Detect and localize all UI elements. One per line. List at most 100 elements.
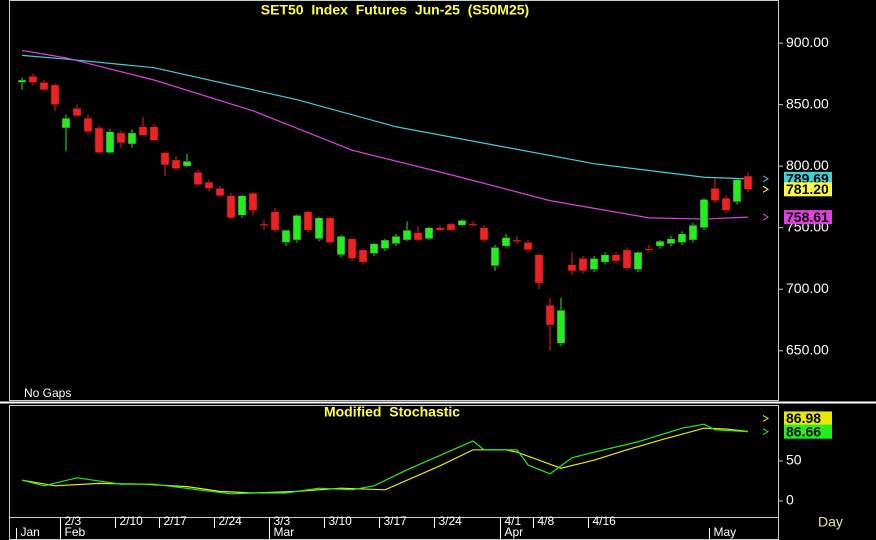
candle-body [204,181,214,189]
candle-body [380,239,390,249]
candle-body [435,227,445,231]
close-value-label: 781.20 [786,181,829,197]
candle-body [402,229,412,241]
candle-body [127,132,137,145]
stochastic-value-label-box [784,424,832,439]
chart-title: SET50 Index Futures Jun-25 (S50M25) [261,2,529,18]
candle-body [28,76,38,83]
y-tick-label: 50 [786,452,802,468]
candle-body [534,254,544,284]
candle-body [105,131,115,153]
candle-body [600,254,610,263]
candle-body [743,175,753,190]
candle-body [94,127,104,153]
candle-body [556,309,566,344]
candle-body [589,258,599,270]
arrow [762,428,769,436]
candle-body [259,223,269,226]
candle-body [468,223,478,226]
arrow [762,213,769,221]
candle-body [413,232,423,241]
candle-body [17,79,27,83]
candle-body [644,248,654,251]
candle-body [611,254,621,262]
y-tick-label: 0 [786,492,794,508]
month-label: Apr [505,525,524,539]
candle-body [292,215,302,241]
candle-body [567,264,577,272]
average-value-label-box [784,210,832,225]
candle-body [523,242,533,251]
y-tick-label: 800.00 [786,157,829,173]
moving-average [21,54,749,180]
candle-body [721,197,731,211]
candle-body [490,247,500,267]
stochastic-line [21,423,749,495]
candle-body [358,249,368,263]
candle-body [710,188,720,201]
candle-body [336,236,346,256]
month-label: Jan [21,525,40,539]
x-tick-label: 2/24 [219,514,243,528]
close-value-label-box [784,182,832,197]
candle-body [424,227,434,240]
candle-body [512,239,522,242]
candle-body [369,243,379,254]
candle-body [578,258,588,272]
candle-body [83,117,93,132]
candle-body [446,223,456,231]
candle-body [479,227,489,241]
candle-body [677,233,687,243]
candle-body [193,172,203,185]
month-label: May [714,525,737,539]
candle-body [116,132,126,144]
candle-body [545,304,555,326]
x-tick-label: 4/8 [538,514,555,528]
arrow [762,185,769,193]
average-value-label: 758.61 [786,209,829,225]
y-tick-label: 850.00 [786,95,829,111]
stochastic-value-label: 86.66 [786,423,821,439]
x-tick-label: 2/10 [120,514,144,528]
stochastic-value-label: 86.98 [786,410,821,426]
candle-body [226,195,236,219]
y-tick-label: 900.00 [786,34,829,50]
candle-body [215,188,225,196]
x-tick-label: 4/1 [505,514,522,528]
candle-body [237,195,247,216]
candle-body [303,211,313,231]
y-tick-label: 700.00 [786,280,829,296]
arrow [762,175,769,183]
candle-body [314,217,324,240]
candle-body [391,236,401,244]
candle-body [281,229,291,243]
x-tick-label: 3/24 [439,514,463,528]
candle-body [149,126,159,141]
candle-body [138,126,148,136]
period-label: Day [818,514,843,530]
arrow [762,414,769,422]
indicator-title: Modified Stochastic [324,404,460,420]
x-tick-label: 3/17 [384,514,408,528]
candle-body [655,240,665,247]
x-tick-label: 2/3 [65,514,82,528]
candle-body [248,192,258,211]
candle-body [61,117,71,129]
candle-body [699,199,709,228]
note: No Gaps [24,386,71,400]
candle-body [666,238,676,244]
month-label: Mar [274,525,295,539]
moving-average [21,49,749,220]
candle-body [347,238,357,259]
candle-body [39,82,49,91]
candle-body [457,220,467,226]
candle-body [688,224,698,241]
x-tick-label: 4/16 [593,514,617,528]
candle-body [633,252,643,270]
candle-body [171,159,181,169]
candle-body [270,211,280,231]
candle-body [732,179,742,203]
